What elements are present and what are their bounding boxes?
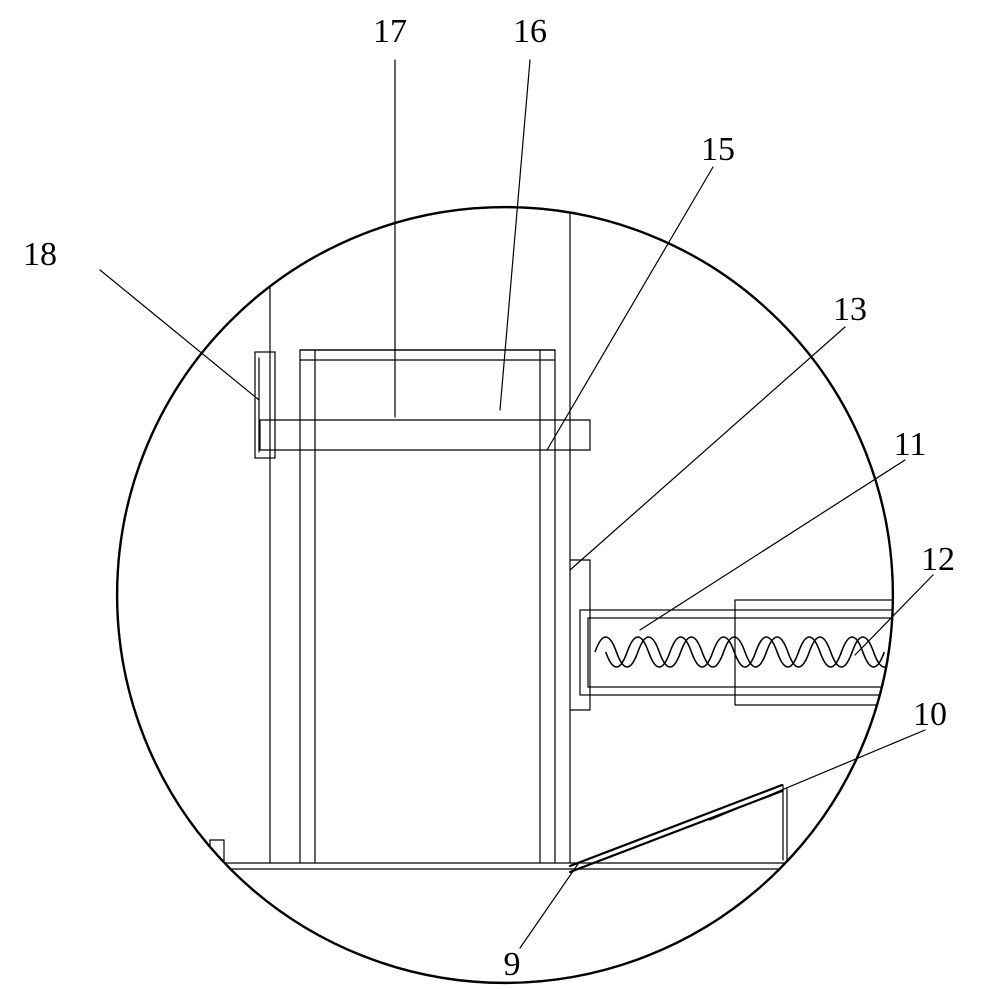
callout-label-17: 17: [373, 13, 407, 50]
callout-label-11: 11: [894, 426, 927, 463]
callout-label-18: 18: [23, 236, 57, 273]
callout-label-15: 15: [701, 131, 735, 168]
patent-figure: 17 16 18 15 13 11 12 10 9: [0, 0, 1000, 989]
callout-label-16: 16: [513, 13, 547, 50]
callout-label-9: 9: [504, 946, 521, 983]
callout-label-13: 13: [833, 291, 867, 328]
callout-label-10: 10: [913, 696, 947, 733]
callout-label-12: 12: [921, 541, 955, 578]
